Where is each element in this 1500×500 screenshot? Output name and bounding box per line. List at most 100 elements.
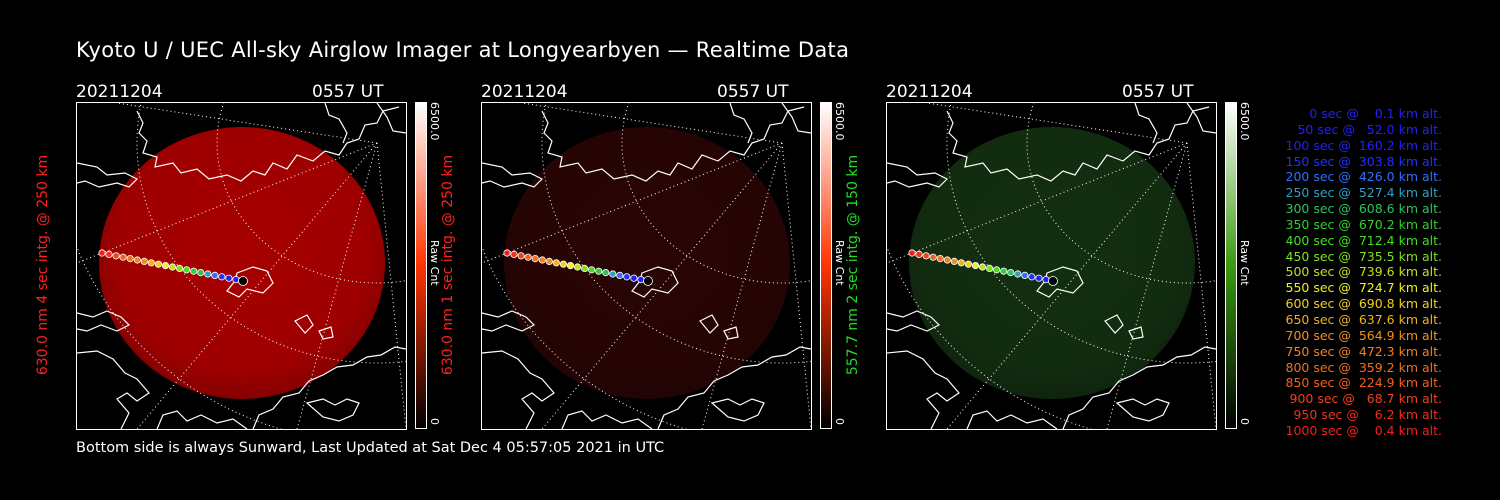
legend-row: 50 sec @ 52.0 km alt. xyxy=(1289,121,1442,137)
trajectory-point xyxy=(545,257,553,265)
allsky-image xyxy=(886,102,1217,430)
page-title: Kyoto U / UEC All-sky Airglow Imager at … xyxy=(76,38,850,62)
trajectory-point xyxy=(1042,276,1050,284)
panel-557-2sec: 20211204 0557 UT 557.7 nm 2 sec intg. @ … xyxy=(845,80,1286,430)
trajectory-point xyxy=(1048,276,1058,286)
trajectory-point xyxy=(1021,271,1029,279)
footer-note: Bottom side is always Sunward, Last Upda… xyxy=(76,440,665,456)
colorbar-max: 6500.0 xyxy=(833,102,846,141)
allsky-image xyxy=(76,102,407,430)
trajectory-point xyxy=(957,259,965,267)
trajectory-point xyxy=(929,253,937,261)
map-grid xyxy=(887,103,1216,429)
trajectory-point xyxy=(609,270,617,278)
colorbar-max: 6500.0 xyxy=(1238,102,1251,141)
trajectory-point xyxy=(190,267,198,275)
panel-630-1sec: 20211204 0557 UT 630.0 nm 1 sec intg. @ … xyxy=(440,80,881,430)
trajectory-point xyxy=(964,260,973,268)
map-grid xyxy=(482,103,811,429)
trajectory-point xyxy=(147,259,155,267)
trajectory-point xyxy=(524,253,532,261)
legend-row: 100 sec @ 160.2 km alt. xyxy=(1281,137,1443,153)
trajectory-point xyxy=(936,255,944,263)
trajectory-point xyxy=(510,250,518,258)
legend-row: 700 sec @ 564.9 km alt. xyxy=(1281,327,1443,343)
legend-row: 650 sec @ 637.6 km alt. xyxy=(1281,311,1443,327)
colorbar-max: 6500.0 xyxy=(428,102,441,141)
trajectory-point xyxy=(119,253,127,261)
colorbar xyxy=(415,102,427,429)
sky-disc xyxy=(504,127,790,399)
trajectory-point xyxy=(1014,270,1022,278)
panel-time: 0557 UT xyxy=(717,82,789,102)
legend-row: 1000 sec @ 0.4 km alt. xyxy=(1285,422,1442,438)
trajectory-point xyxy=(176,264,184,272)
trajectory-point xyxy=(588,266,596,274)
trajectory-point xyxy=(908,249,916,257)
colorbar-unit: Raw Cnt xyxy=(833,240,846,286)
sky-disc xyxy=(909,127,1195,399)
legend-row: 950 sec @ 6.2 km alt. xyxy=(1289,407,1442,423)
trajectory-point xyxy=(922,252,930,260)
trajectory-point xyxy=(225,274,233,282)
allsky-image xyxy=(481,102,812,430)
legend-row: 750 sec @ 472.3 km alt. xyxy=(1281,343,1443,359)
legend-row: 250 sec @ 527.4 km alt. xyxy=(1281,185,1443,201)
legend-row: 450 sec @ 735.5 km alt. xyxy=(1281,248,1443,264)
panel-date: 20211204 xyxy=(481,82,568,102)
colorbar-min: 0 xyxy=(1238,418,1251,425)
trajectory-point xyxy=(140,257,148,265)
sky-disc xyxy=(99,127,385,399)
trajectory-point xyxy=(204,270,212,278)
coastline xyxy=(887,103,1216,429)
trajectory-point xyxy=(133,256,141,264)
trajectory-point xyxy=(595,267,603,275)
legend-row: 900 sec @ 68.7 km alt. xyxy=(1285,391,1442,407)
trajectory-point xyxy=(986,264,994,272)
panel-time: 0557 UT xyxy=(312,82,384,102)
trajectory-point xyxy=(1000,267,1008,275)
colorbar-min: 0 xyxy=(833,418,846,425)
trajectory-point xyxy=(1007,269,1015,277)
trajectory-point xyxy=(971,262,980,270)
trajectory-point xyxy=(211,271,219,279)
legend-row: 850 sec @ 224.9 km alt. xyxy=(1281,375,1443,391)
trajectory-point xyxy=(105,250,113,258)
map-grid xyxy=(77,103,406,429)
trajectory-point xyxy=(623,273,631,281)
legend-row: 0 sec @ 0.1 km alt. xyxy=(1297,106,1442,121)
trajectory-point xyxy=(915,250,923,258)
legend-row: 150 sec @ 303.8 km alt. xyxy=(1281,153,1443,169)
colorbar xyxy=(820,102,832,429)
panel-date: 20211204 xyxy=(76,82,163,102)
trajectory-point xyxy=(630,274,638,282)
trajectory-point xyxy=(161,262,170,270)
trajectory-point xyxy=(950,257,958,265)
trajectory-point xyxy=(218,273,226,281)
legend-row: 350 sec @ 670.2 km alt. xyxy=(1281,216,1443,232)
trajectory-point xyxy=(197,269,205,277)
panel-time: 0557 UT xyxy=(1122,82,1194,102)
trajectory-legend: 0 sec @ 0.1 km alt. 50 sec @ 52.0 km alt… xyxy=(1262,106,1443,439)
trajectory-point xyxy=(1035,274,1043,282)
trajectory-point xyxy=(538,256,546,264)
legend-row: 400 sec @ 712.4 km alt. xyxy=(1281,232,1443,248)
legend-row: 800 sec @ 359.2 km alt. xyxy=(1281,359,1443,375)
trajectory-point xyxy=(517,252,525,260)
trajectory-point xyxy=(183,266,191,274)
trajectory-point xyxy=(566,262,575,270)
coastline xyxy=(482,103,811,429)
trajectory-point xyxy=(98,249,106,257)
trajectory-point xyxy=(552,259,560,267)
legend-row: 200 sec @ 426.0 km alt. xyxy=(1281,169,1443,185)
trajectory-point xyxy=(126,255,134,263)
trajectory-point xyxy=(602,269,610,277)
trajectory-point xyxy=(238,276,248,286)
trajectory-point xyxy=(993,266,1001,274)
trajectory-point xyxy=(168,263,177,271)
trajectory-point xyxy=(573,263,582,271)
trajectory-point xyxy=(154,260,163,268)
colorbar xyxy=(1225,102,1237,429)
trajectory-point xyxy=(232,276,240,284)
trajectory-point xyxy=(581,264,589,272)
